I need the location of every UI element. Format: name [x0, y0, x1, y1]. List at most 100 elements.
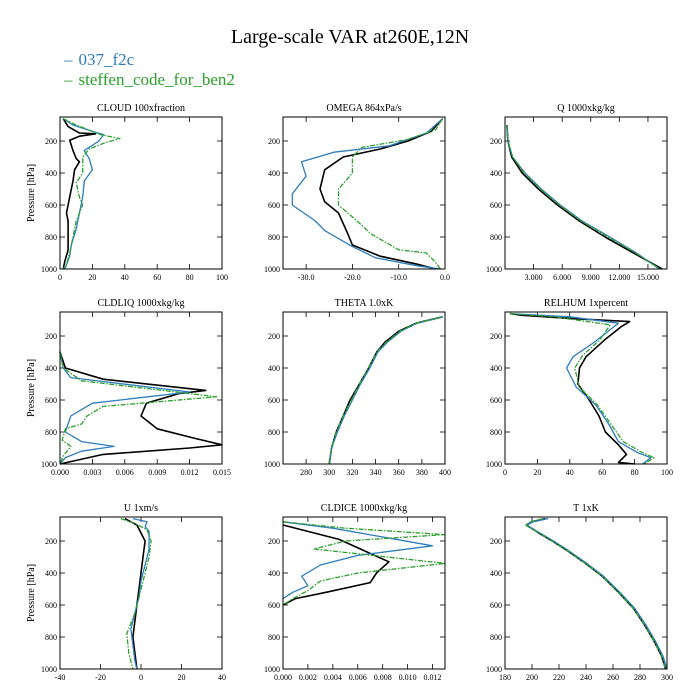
x-tick-label: 40 — [566, 468, 574, 477]
panel-frame — [59, 116, 223, 270]
series-line-black — [328, 316, 443, 465]
x-tick-label: 9.000 — [582, 273, 600, 282]
y-tick-label: 400 — [490, 169, 502, 178]
y-tick-label: 800 — [490, 633, 502, 642]
x-tick-label: 0.012 — [181, 468, 199, 477]
x-tick-label: 0.002 — [299, 673, 317, 682]
y-tick-label: 800 — [268, 233, 280, 242]
x-tick-label: 360 — [393, 468, 405, 477]
series-line-black — [506, 124, 663, 270]
y-tick-label: 800 — [45, 428, 57, 437]
x-tick-label: 40 — [121, 273, 129, 282]
y-tick-label: 200 — [268, 332, 280, 341]
y-tick-label: 600 — [268, 396, 280, 405]
series-line-blue — [509, 312, 652, 465]
panel-frame — [504, 516, 668, 670]
panel-3: Q 1000xkg/kg 200 400 600 800 1000 3.000 6.000 9.… — [486, 103, 668, 282]
y-tick-label: 400 — [268, 364, 280, 373]
y-tick-label: 200 — [45, 537, 57, 546]
y-tick-label: 800 — [45, 233, 57, 242]
y-tick-label: 600 — [490, 396, 502, 405]
y-tick-label: 400 — [268, 569, 280, 578]
series-line-blue — [328, 316, 443, 465]
y-tick-label: 1000 — [264, 460, 280, 469]
x-tick-label: 0.003 — [83, 468, 101, 477]
legend-item-steffen: – steffen_code_for_ben2 — [64, 70, 235, 90]
x-tick-label: 20 — [88, 273, 96, 282]
y-tick-label: 800 — [45, 633, 57, 642]
x-tick-label: 200 — [526, 673, 538, 682]
x-tick-label: 100 — [661, 468, 673, 477]
x-tick-label: 3.000 — [525, 273, 543, 282]
y-tick-label: 600 — [45, 396, 57, 405]
panel-title: CLDICE 1000xkg/kg — [321, 503, 407, 514]
x-tick-label: 20 — [533, 468, 541, 477]
panel-title: Q 1000xkg/kg — [557, 103, 615, 114]
x-tick-label: 180 — [499, 673, 511, 682]
panel-title: CLOUD 100xfraction — [97, 103, 185, 114]
series-line-green — [337, 118, 444, 270]
x-tick-label: 300 — [323, 468, 335, 477]
legend-dash-icon: – — [64, 70, 73, 89]
y-tick-label: 600 — [490, 601, 502, 610]
y-tick-label: 200 — [45, 137, 57, 146]
series-line-blue — [130, 517, 150, 670]
panel-5: THETA 1.0xK 200 400 600 800 1000 280 300 320 340 3… — [264, 298, 451, 477]
x-tick-label: 0.008 — [374, 673, 392, 682]
x-tick-label: 0 — [503, 468, 507, 477]
y-tick-label: 200 — [490, 537, 502, 546]
x-tick-label: 0.012 — [424, 673, 442, 682]
series-line-green — [524, 517, 667, 670]
series-line-green — [59, 351, 218, 465]
series-line-black — [282, 524, 390, 606]
series-line-black — [59, 351, 223, 465]
y-tick-label: 400 — [45, 569, 57, 578]
panel-title: THETA 1.0xK — [335, 298, 394, 309]
series-line-green — [62, 118, 121, 270]
y-tick-label: 1000 — [486, 265, 502, 274]
x-tick-label: 0.006 — [349, 673, 367, 682]
x-tick-label: 0.004 — [324, 673, 342, 682]
panel-2: OMEGA 864xPa/s 200 400 600 800 1000 -30.0 -20.0… — [264, 103, 450, 282]
y-tick-label: 200 — [45, 332, 57, 341]
y-tick-label: 400 — [45, 364, 57, 373]
y-tick-label: 800 — [268, 633, 280, 642]
y-tick-label: 600 — [268, 201, 280, 210]
panel-frame — [59, 516, 223, 670]
series-line-blue — [282, 521, 434, 600]
legend: –037_f2c – steffen_code_for_ben2 — [64, 50, 235, 90]
series-line-green — [506, 124, 661, 270]
y-tick-label: 600 — [268, 601, 280, 610]
series-line-green — [328, 316, 443, 465]
y-tick-label: 400 — [490, 569, 502, 578]
panel-title: U 1xm/s — [124, 503, 158, 514]
x-tick-label: 0 — [139, 673, 143, 682]
series-line-black — [509, 312, 635, 465]
x-tick-label: 0 — [58, 273, 62, 282]
y-tick-label: 1000 — [486, 665, 502, 674]
x-tick-label: 6.000 — [553, 273, 571, 282]
y-tick-label: 200 — [490, 137, 502, 146]
series-line-blue — [525, 517, 668, 670]
x-tick-label: 100 — [216, 273, 228, 282]
y-tick-label: 1000 — [264, 265, 280, 274]
x-tick-label: 20 — [178, 673, 186, 682]
panel-frame — [59, 311, 223, 465]
panel-frame — [504, 116, 668, 270]
y-tick-label: 200 — [268, 137, 280, 146]
y-tick-label: 1000 — [486, 460, 502, 469]
series-line-black — [525, 517, 667, 670]
series-line-blue — [506, 124, 660, 270]
x-tick-label: 0.010 — [399, 673, 417, 682]
y-axis-label: Pressure [hPa] — [26, 564, 37, 622]
x-tick-label: 80 — [186, 273, 194, 282]
y-tick-label: 1000 — [41, 665, 57, 674]
x-tick-label: 400 — [439, 468, 451, 477]
x-tick-label: 240 — [580, 673, 592, 682]
x-tick-label: 12.000 — [608, 273, 630, 282]
y-tick-label: 600 — [45, 601, 57, 610]
legend-item-f2c: –037_f2c — [64, 50, 235, 70]
